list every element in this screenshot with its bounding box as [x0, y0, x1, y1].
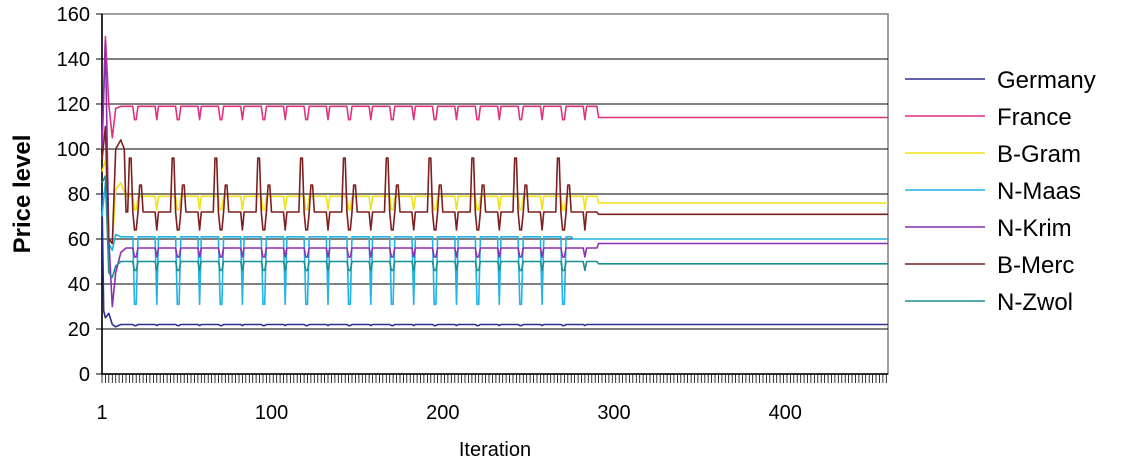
x-minor-ticks: [101, 374, 887, 383]
y-tick-label: 120: [57, 94, 90, 116]
y-tick-label: 100: [57, 139, 90, 161]
y-tick-label: 140: [57, 49, 90, 71]
legend-label: France: [997, 104, 1072, 131]
series-line-n-maas: [101, 182, 888, 306]
legend-label: N-Zwol: [997, 289, 1073, 316]
legend-label: N-Krim: [997, 215, 1072, 242]
y-tick-labels: 0 20 40 60 80 100 120 140 160: [57, 4, 90, 386]
x-tick-label: 300: [597, 402, 630, 424]
x-axis-title: Iteration: [459, 439, 531, 461]
series-line-germany: [101, 193, 888, 328]
y-tick-label: 40: [68, 274, 90, 296]
y-tick-label: 20: [68, 319, 90, 341]
y-tick-label: 80: [68, 184, 90, 206]
series-line-b-gram: [101, 159, 888, 245]
legend: Germany France B-Gram N-Maas N-Krim B-Merc N-Z…: [905, 67, 1096, 316]
y-tick-label: 160: [57, 4, 90, 26]
y-tick-label: 60: [68, 229, 90, 251]
y-tick-label: 0: [79, 364, 90, 386]
series-lines: [101, 35, 888, 328]
x-tick-label: 100: [255, 402, 288, 424]
legend-label: Germany: [997, 67, 1096, 94]
x-tick-label: 1: [96, 402, 107, 424]
series-line-b-merc: [101, 125, 888, 245]
legend-label: N-Maas: [997, 178, 1081, 205]
y-axis-title: Price level: [9, 135, 36, 254]
x-tick-labels: 1 100 200 300 400: [96, 402, 802, 424]
series-line-france: [101, 35, 888, 150]
x-tick-label: 400: [769, 402, 802, 424]
series-line-n-krim: [101, 40, 888, 308]
x-tick-label: 200: [426, 402, 459, 424]
legend-label: B-Merc: [997, 252, 1074, 279]
x-minor-tick-marks: [101, 374, 887, 383]
legend-label: B-Gram: [997, 141, 1081, 168]
series-line-n-zwol: [101, 175, 888, 279]
